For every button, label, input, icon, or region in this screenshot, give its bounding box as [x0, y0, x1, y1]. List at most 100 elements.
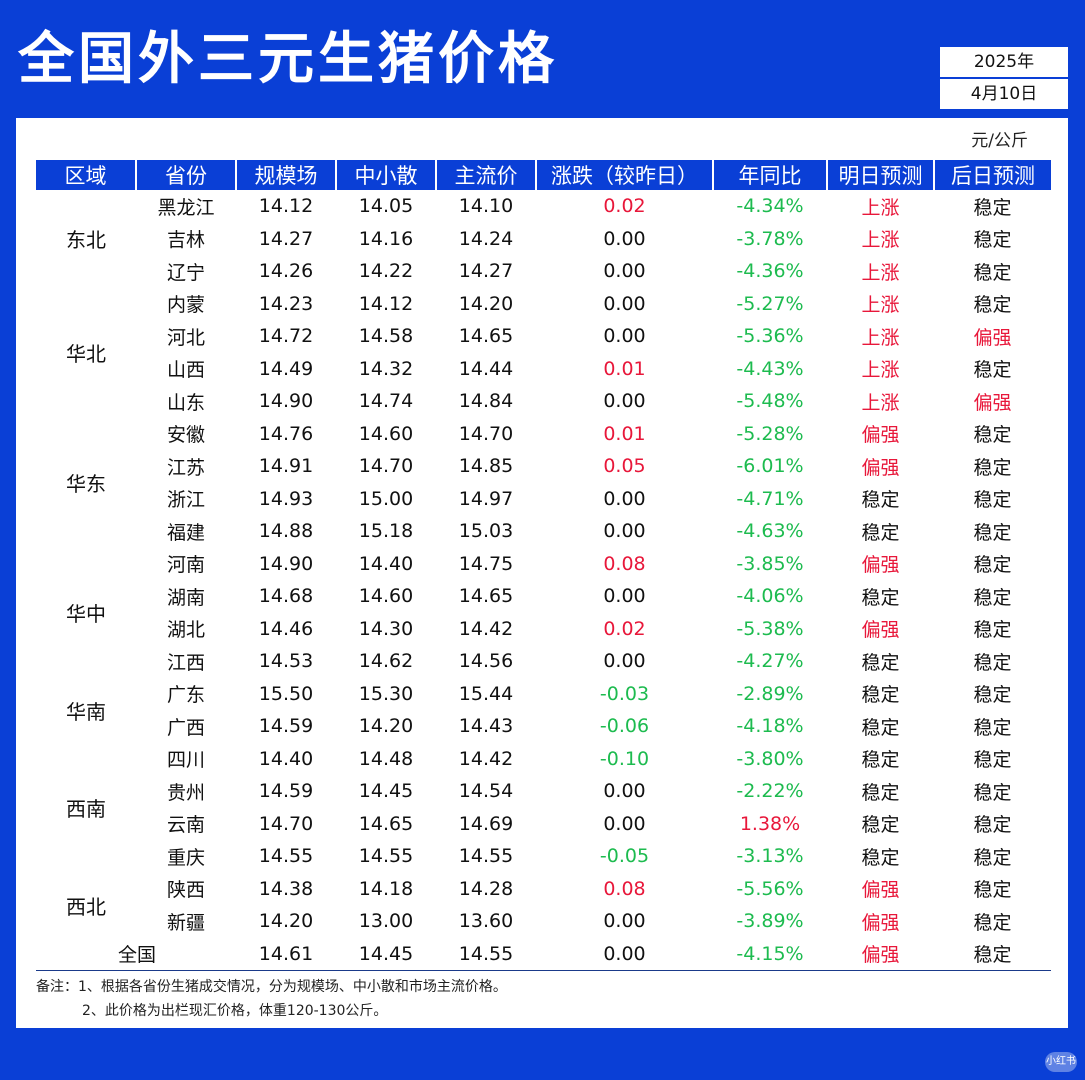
- main-price-cell: 14.55: [458, 845, 514, 868]
- column-header: 明日预测: [826, 160, 934, 190]
- small-price-cell: 15.30: [358, 682, 414, 705]
- after-forecast-cell: 稳定: [973, 456, 1012, 479]
- table-row: 江苏 14.91 14.70 14.85 0.05 -6.01% 偏强 稳定: [36, 450, 1051, 483]
- main-price-cell: 14.85: [458, 455, 514, 478]
- tomorrow-forecast-cell: 稳定: [861, 521, 900, 544]
- table-row: 云南 14.70 14.65 14.69 0.00 1.38% 稳定 稳定: [36, 808, 1051, 841]
- tomorrow-forecast-cell: 上涨: [861, 294, 900, 317]
- change-cell: 0.00: [603, 227, 646, 250]
- column-header: 中小散: [335, 160, 436, 190]
- yoy-cell: -5.27%: [736, 292, 804, 315]
- table-row: 福建 14.88 15.18 15.03 0.00 -4.63% 稳定 稳定: [36, 515, 1051, 548]
- scale-price-cell: 14.46: [258, 617, 314, 640]
- yoy-cell: -3.78%: [736, 227, 804, 250]
- region-cell: 华东: [66, 472, 106, 496]
- table-row: 辽宁 14.26 14.22 14.27 0.00 -4.36% 上涨 稳定: [36, 255, 1051, 288]
- yoy-cell: -4.36%: [736, 260, 804, 283]
- province-cell: 安徽: [166, 424, 205, 447]
- yoy-cell: -4.06%: [736, 585, 804, 608]
- small-price-cell: 14.58: [358, 325, 414, 348]
- after-forecast-cell: 稳定: [973, 879, 1012, 902]
- scale-price-cell: 14.26: [258, 260, 314, 283]
- total-change-cell: 0.00: [536, 937, 713, 971]
- footnote-2: 2、此价格为出栏现汇价格，体重120-130公斤。: [82, 1003, 388, 1019]
- scale-price-cell: 14.93: [258, 487, 314, 510]
- province-cell: 湖北: [166, 619, 205, 642]
- province-cell: 浙江: [166, 489, 205, 512]
- table-row: 江西 14.53 14.62 14.56 0.00 -4.27% 稳定 稳定: [36, 645, 1051, 678]
- main-price-cell: 14.42: [458, 747, 514, 770]
- scale-price-cell: 14.59: [258, 715, 314, 738]
- scale-price-cell: 14.72: [258, 325, 314, 348]
- after-forecast-cell: 稳定: [973, 749, 1012, 772]
- main-price-cell: 14.56: [458, 650, 514, 673]
- after-forecast-cell: 稳定: [973, 521, 1012, 544]
- scale-price-cell: 14.90: [258, 552, 314, 575]
- yoy-cell: -4.27%: [736, 650, 804, 673]
- after-forecast-cell: 稳定: [973, 554, 1012, 577]
- province-cell: 山西: [166, 359, 205, 382]
- date-year: 2025年: [940, 47, 1068, 79]
- yoy-cell: -4.43%: [736, 357, 804, 380]
- province-cell: 云南: [166, 814, 205, 837]
- main-price-cell: 14.84: [458, 390, 514, 413]
- tomorrow-forecast-cell: 上涨: [861, 229, 900, 252]
- after-forecast-cell: 稳定: [973, 489, 1012, 512]
- national-total-row: 全国 14.61 14.45 14.55 0.00 -4.15% 偏强 稳定: [36, 937, 1051, 971]
- region-cell: 华中: [66, 602, 106, 626]
- province-cell: 内蒙: [166, 294, 205, 317]
- page-title: 全国外三元生猪价格: [18, 27, 558, 92]
- small-price-cell: 14.30: [358, 617, 414, 640]
- scale-price-cell: 14.20: [258, 910, 314, 933]
- change-cell: 0.00: [603, 650, 646, 673]
- province-cell: 江苏: [166, 456, 205, 479]
- after-forecast-cell: 稳定: [973, 586, 1012, 609]
- main-price-cell: 14.70: [458, 422, 514, 445]
- scale-price-cell: 14.40: [258, 747, 314, 770]
- column-header: 后日预测: [933, 160, 1051, 190]
- small-price-cell: 14.12: [358, 292, 414, 315]
- main-price-cell: 14.43: [458, 715, 514, 738]
- change-cell: 0.00: [603, 292, 646, 315]
- scale-price-cell: 14.59: [258, 780, 314, 803]
- yoy-cell: -2.89%: [736, 682, 804, 705]
- tomorrow-forecast-cell: 上涨: [861, 261, 900, 284]
- change-cell: 0.00: [603, 910, 646, 933]
- main-price-cell: 14.28: [458, 877, 514, 900]
- yoy-cell: -4.18%: [736, 715, 804, 738]
- main-price-cell: 14.65: [458, 585, 514, 608]
- scale-price-cell: 14.53: [258, 650, 314, 673]
- region-cell: 西北: [66, 894, 106, 919]
- province-cell: 广西: [166, 716, 205, 739]
- main-price-cell: 14.65: [458, 325, 514, 348]
- price-table: 区域 省份 规模场 中小散 主流价 涨跌（较昨日） 年同比 明日预测 后日预测 东北 黑龙江 14.…: [36, 160, 1051, 971]
- yoy-cell: -5.36%: [736, 325, 804, 348]
- change-cell: -0.10: [599, 747, 650, 770]
- column-header: 规模场: [235, 160, 336, 190]
- table-row: 新疆 14.20 13.00 13.60 0.00 -3.89% 偏强 稳定: [36, 905, 1051, 938]
- main-price-cell: 14.24: [458, 227, 514, 250]
- tomorrow-forecast-cell: 偏强: [861, 456, 900, 479]
- change-cell: 0.08: [603, 552, 646, 575]
- after-forecast-cell: 稳定: [973, 716, 1012, 739]
- scale-price-cell: 14.23: [258, 292, 314, 315]
- province-cell: 重庆: [166, 846, 205, 869]
- yoy-cell: -5.48%: [736, 390, 804, 413]
- small-price-cell: 15.00: [358, 487, 414, 510]
- region-cell: 华南: [66, 699, 106, 724]
- tomorrow-forecast-cell: 上涨: [861, 391, 900, 414]
- watermark-badge: 小红书: [1045, 1052, 1077, 1072]
- yoy-cell: -5.38%: [736, 617, 804, 640]
- main-price-cell: 14.20: [458, 292, 514, 315]
- change-cell: 0.00: [603, 325, 646, 348]
- small-price-cell: 14.18: [358, 877, 414, 900]
- after-forecast-cell: 稳定: [973, 781, 1012, 804]
- tomorrow-forecast-cell: 偏强: [861, 911, 900, 934]
- after-forecast-cell: 稳定: [973, 229, 1012, 252]
- small-price-cell: 15.18: [358, 520, 414, 543]
- date-month-day: 4月10日: [970, 84, 1038, 104]
- table-row: 西北 陕西 14.38 14.18 14.28 0.08 -5.56% 偏强 稳定: [36, 873, 1051, 919]
- scale-price-cell: 14.55: [258, 845, 314, 868]
- change-cell: 0.00: [603, 487, 646, 510]
- table-row: 河北 14.72 14.58 14.65 0.00 -5.36% 上涨 偏强: [36, 320, 1051, 353]
